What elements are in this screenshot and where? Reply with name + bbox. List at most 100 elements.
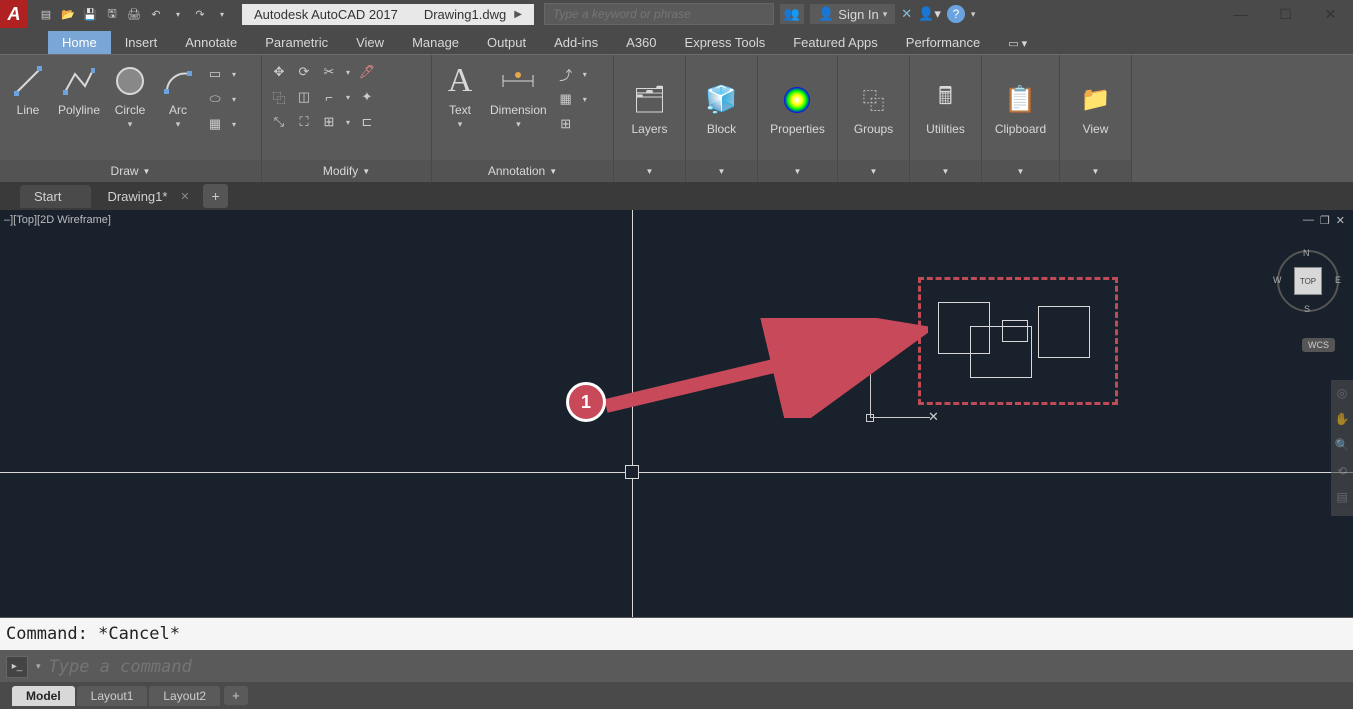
- qat-undo-icon[interactable]: ↶: [146, 4, 166, 24]
- tool-array-icon[interactable]: ⊞: [318, 111, 340, 133]
- command-input[interactable]: [49, 657, 1347, 677]
- minimize-button[interactable]: —: [1218, 0, 1263, 28]
- layout-tab-model[interactable]: Model: [12, 686, 75, 706]
- ribbon-tab-manage[interactable]: Manage: [398, 31, 473, 54]
- nav-orbit-icon[interactable]: ⟲: [1333, 464, 1351, 484]
- infocenter-icon[interactable]: 👥: [780, 4, 804, 24]
- chevron-down-icon[interactable]: ▾: [580, 88, 590, 110]
- tool-polyline[interactable]: Polyline: [54, 59, 104, 119]
- chevron-down-icon[interactable]: ▾: [229, 113, 239, 135]
- panel-utilities-dd[interactable]: ▼: [910, 160, 981, 182]
- vp-close-icon[interactable]: ✕: [1336, 214, 1345, 227]
- close-button[interactable]: ✕: [1308, 0, 1353, 28]
- ribbon-tab-output[interactable]: Output: [473, 31, 540, 54]
- viewcube-face[interactable]: TOP: [1294, 267, 1322, 295]
- a360-icon[interactable]: 👤▾: [918, 6, 941, 22]
- title-dd-icon[interactable]: ▶: [514, 9, 522, 20]
- vp-minimize-icon[interactable]: —: [1303, 214, 1314, 227]
- tool-rotate-icon[interactable]: ⟳: [293, 61, 315, 83]
- chevron-down-icon[interactable]: ▾: [36, 661, 41, 672]
- qat-new-icon[interactable]: ▤: [36, 4, 56, 24]
- panel-layers-dd[interactable]: ▼: [614, 160, 685, 182]
- app-menu-button[interactable]: A: [0, 0, 28, 28]
- ribbon-tab-a360[interactable]: A360: [612, 31, 670, 54]
- layout-tab-layout2[interactable]: Layout2: [149, 686, 220, 706]
- drawing-tab-start[interactable]: Start: [20, 185, 91, 208]
- layout-tab-add-button[interactable]: +: [224, 686, 248, 705]
- panel-clipboard-dd[interactable]: ▼: [982, 160, 1059, 182]
- help-dd-icon[interactable]: ▾: [971, 9, 976, 20]
- viewcube[interactable]: TOP N S W E: [1277, 250, 1339, 312]
- tool-clipboard[interactable]: 📋Clipboard: [991, 78, 1050, 138]
- tool-trim-icon[interactable]: ✂: [318, 61, 340, 83]
- ribbon-tab-home[interactable]: Home: [48, 31, 111, 54]
- sign-in-button[interactable]: 👤 Sign In ▾: [810, 4, 895, 24]
- help-icon[interactable]: ?: [947, 5, 965, 23]
- viewport[interactable]: –][Top][2D Wireframe] — ❐ ✕ Y ✕ 1 TOP N …: [0, 210, 1353, 617]
- tool-mirror-icon[interactable]: ◫: [293, 86, 315, 108]
- panel-annotation-title[interactable]: Annotation▼: [432, 160, 613, 182]
- tool-text[interactable]: A Text ▾: [438, 59, 482, 132]
- tool-arc[interactable]: Arc ▾: [156, 59, 200, 132]
- qat-open-icon[interactable]: 📂: [58, 4, 78, 24]
- tool-leader-icon[interactable]: ⤴: [555, 63, 577, 85]
- panel-modify-title[interactable]: Modify▼: [262, 160, 431, 182]
- qat-redo-icon[interactable]: ↷: [190, 4, 210, 24]
- drawing-tab-add-button[interactable]: +: [203, 184, 227, 208]
- tool-dimension[interactable]: Dimension ▾: [486, 59, 551, 132]
- wcs-badge[interactable]: WCS: [1302, 338, 1335, 352]
- tool-ellipse-icon[interactable]: ⬭: [204, 88, 226, 110]
- tool-scale-icon[interactable]: ⛶: [293, 111, 315, 133]
- tool-explode-icon[interactable]: ✦: [356, 86, 378, 108]
- chevron-down-icon[interactable]: ▾: [229, 63, 239, 85]
- chevron-down-icon[interactable]: ▾: [580, 63, 590, 85]
- qat-undo-dd-icon[interactable]: ▾: [168, 4, 188, 24]
- panel-draw-title[interactable]: Draw▼: [0, 160, 261, 182]
- chevron-down-icon[interactable]: ▾: [343, 86, 353, 108]
- tool-utilities[interactable]: 🖩Utilities: [922, 78, 969, 138]
- tool-hatch-icon[interactable]: ▦: [204, 113, 226, 135]
- tool-rectangle-icon[interactable]: ▭: [204, 63, 226, 85]
- layout-tab-layout1[interactable]: Layout1: [77, 686, 148, 706]
- tool-layers[interactable]: 🗂Layers: [627, 78, 671, 138]
- tool-move-icon[interactable]: ✥: [268, 61, 290, 83]
- panel-groups-dd[interactable]: ▼: [838, 160, 909, 182]
- tool-mtext-icon[interactable]: ⊞: [555, 113, 577, 135]
- tool-line[interactable]: Line: [6, 59, 50, 119]
- tool-circle[interactable]: Circle ▾: [108, 59, 152, 132]
- ribbon-tab-addins[interactable]: Add-ins: [540, 31, 612, 54]
- tool-properties[interactable]: Properties: [766, 78, 829, 138]
- tool-erase-icon[interactable]: 🖊: [356, 61, 378, 83]
- chevron-down-icon[interactable]: ▾: [343, 61, 353, 83]
- vp-restore-icon[interactable]: ❐: [1320, 214, 1330, 227]
- chevron-down-icon[interactable]: ▾: [229, 88, 239, 110]
- exchange-icon[interactable]: ✕: [901, 6, 912, 22]
- tool-table-icon[interactable]: ▦: [555, 88, 577, 110]
- ribbon-minimize-icon[interactable]: ▭ ▾: [994, 33, 1041, 54]
- drawing-tab-drawing1[interactable]: Drawing1*✕: [93, 185, 197, 208]
- panel-properties-dd[interactable]: ▼: [758, 160, 837, 182]
- viewport-label[interactable]: –][Top][2D Wireframe]: [4, 214, 111, 226]
- panel-block-dd[interactable]: ▼: [686, 160, 757, 182]
- ribbon-tab-express[interactable]: Express Tools: [671, 31, 780, 54]
- close-icon[interactable]: ✕: [180, 190, 189, 203]
- maximize-button[interactable]: ☐: [1263, 0, 1308, 28]
- nav-showmotion-icon[interactable]: ▤: [1333, 490, 1351, 510]
- command-prompt-icon[interactable]: ▸_: [6, 656, 28, 678]
- tool-fillet-icon[interactable]: ⌐: [318, 86, 340, 108]
- qat-saveas-icon[interactable]: 🖫: [102, 4, 122, 24]
- ribbon-tab-view[interactable]: View: [342, 31, 398, 54]
- chevron-down-icon[interactable]: ▾: [343, 111, 353, 133]
- nav-zoom-icon[interactable]: 🔍: [1333, 438, 1351, 458]
- tool-view[interactable]: 📁View: [1074, 78, 1118, 138]
- panel-view-dd[interactable]: ▼: [1060, 160, 1131, 182]
- qat-redo-dd-icon[interactable]: ▾: [212, 4, 232, 24]
- nav-wheel-icon[interactable]: ◎: [1333, 386, 1351, 406]
- tool-offset-icon[interactable]: ⊏: [356, 111, 378, 133]
- nav-pan-icon[interactable]: ✋: [1333, 412, 1351, 432]
- help-search-input[interactable]: [544, 3, 774, 25]
- ribbon-tab-featured[interactable]: Featured Apps: [779, 31, 892, 54]
- ribbon-tab-performance[interactable]: Performance: [892, 31, 994, 54]
- qat-save-icon[interactable]: 💾: [80, 4, 100, 24]
- ribbon-tab-insert[interactable]: Insert: [111, 31, 172, 54]
